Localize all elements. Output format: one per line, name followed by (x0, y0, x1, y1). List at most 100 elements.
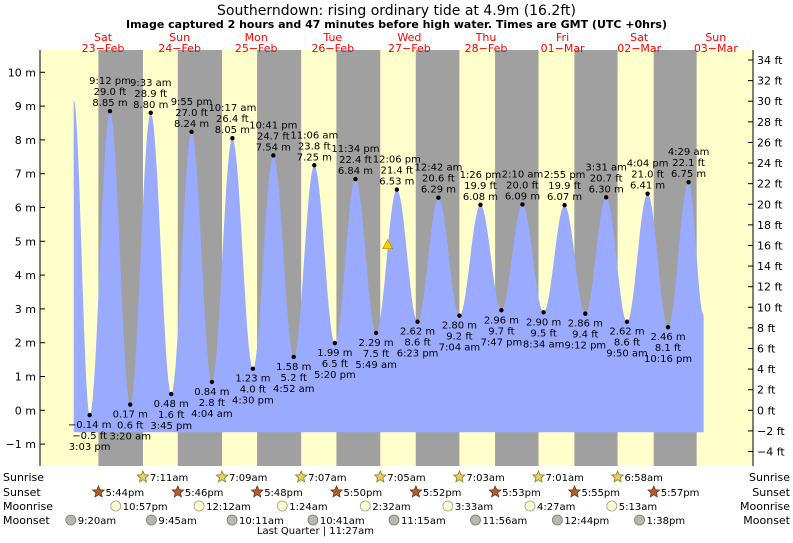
y-tick-label-ft: 30 ft (757, 95, 783, 108)
tide-feet: 1.6 ft (158, 410, 184, 421)
tide-feet: 26.4 ft (216, 114, 249, 125)
moonrise-time: 3:33am (455, 502, 493, 513)
day-date: 26−Feb (311, 42, 354, 55)
sunrise-icon (452, 469, 467, 483)
moonset-time: 10:41am (320, 516, 365, 527)
moonset-row-label-right: Moonset (743, 514, 790, 527)
day-date: 23−Feb (82, 42, 125, 55)
tide-point (665, 324, 671, 330)
tide-time: 9:33 am (130, 78, 172, 89)
day-name: Sun (705, 31, 726, 44)
day-name: Sat (630, 31, 649, 44)
day-date: 03−Mar (694, 42, 738, 55)
tide-time: 1:26 pm (460, 170, 502, 181)
tide-metres: 6.41 m (630, 181, 665, 192)
sunset-icon (488, 484, 502, 498)
y-tick-label-ft: 6 ft (757, 342, 776, 355)
sunrise-time: 7:05am (387, 473, 425, 484)
tide-feet: 6.5 ft (322, 359, 348, 370)
y-tick-label-m: 9 m (15, 100, 36, 113)
moonset-time: 9:20am (78, 516, 116, 527)
day-date: 27−Feb (388, 42, 431, 55)
sunrise-icon (373, 469, 388, 483)
tide-metres: 6.29 m (421, 185, 456, 196)
tide-feet: 23.8 ft (298, 141, 331, 152)
tide-time: 3:45 pm (150, 421, 192, 432)
y-tick-label-m: 8 m (15, 134, 36, 147)
y-tick-label-ft: 32 ft (757, 75, 783, 88)
tide-time: 11:06 am (290, 130, 338, 141)
day-name: Fri (556, 31, 569, 44)
tide-metres: 1.58 m (276, 362, 311, 373)
moonrise-icon (276, 500, 288, 512)
tide-time: 12:42 am (414, 163, 462, 174)
sunset-time: 5:48pm (264, 488, 303, 499)
tide-time: 10:41 pm (249, 120, 297, 131)
tide-metres: 8.80 m (133, 100, 168, 111)
day-name: Tue (322, 31, 342, 44)
y-tick-label-ft: 10 ft (757, 301, 783, 314)
tide-time: 10:17 am (208, 103, 256, 114)
tide-point (394, 187, 400, 192)
tide-point (148, 110, 153, 116)
y-tick-label-ft: 4 ft (757, 363, 776, 376)
tide-point (230, 136, 235, 141)
tide-feet: 4.0 ft (240, 385, 266, 396)
tide-time: 8:34 am (523, 339, 565, 350)
tide-feet: 27.0 ft (175, 108, 208, 119)
tide-metres: 1.23 m (235, 374, 270, 385)
y-tick-label-m: 10 m (8, 66, 36, 79)
tide-metres: −0.14 m (68, 420, 112, 431)
tide-area (73, 99, 704, 433)
moonrise-icon (359, 500, 371, 512)
tide-point (583, 311, 588, 316)
moonset-icon (634, 514, 645, 526)
moonset-row-label-left: Moonset (3, 514, 50, 527)
tide-metres: 6.84 m (338, 166, 373, 177)
tide-feet: 5.2 ft (281, 373, 307, 384)
tide-time: 5:20 pm (314, 370, 356, 381)
y-tick-label-ft: 8 ft (757, 322, 776, 335)
y-tick-label-m: 7 m (15, 168, 36, 181)
day-date: 28−Feb (465, 42, 508, 55)
axes: −1 m 0 m 1 m 2 m 3 m 4 m 5 m 6 m 7 m 8 m 9 m 10 m −4… (6, 50, 785, 466)
astro-rows: Sunrise Sunrise 7:11am 7:09am 7:07am 7:05am 7:… (3, 469, 791, 537)
moonset-time: 11:15am (401, 516, 446, 527)
moonset-time: 11:56am (483, 516, 528, 527)
tide-feet: 9.4 ft (572, 330, 598, 341)
tide-point (332, 340, 338, 346)
sunset-row-label-left: Sunset (3, 486, 41, 499)
tide-metres: 7.54 m (256, 142, 291, 153)
tide-time: 3:20 am (109, 432, 151, 443)
sunset-icon (567, 484, 582, 498)
tide-point (209, 379, 215, 385)
sunrise-icon (294, 469, 308, 483)
tide-time: 3:03 pm (69, 442, 111, 453)
moonrise-time: 1:24am (289, 502, 327, 513)
tide-time: 3:31 am (585, 162, 627, 173)
tide-point (562, 202, 567, 208)
day-name: Wed (397, 31, 421, 44)
tide-point (436, 195, 441, 200)
y-tick-label-m: 0 m (15, 404, 36, 417)
tide-time: 2:55 pm (544, 170, 586, 181)
tide-metres: 7.25 m (297, 152, 332, 163)
tide-feet: 22.1 ft (672, 158, 705, 169)
tide-metres: 8.05 m (215, 125, 250, 136)
day-name: Sat (94, 31, 113, 44)
moonrise-time: 5:13am (619, 502, 657, 513)
day-date: 01−Mar (541, 42, 585, 55)
tide-point (478, 202, 483, 207)
sunset-time: 5:55pm (581, 488, 620, 499)
tide-time: 9:55 pm (171, 97, 213, 108)
y-tick-label-m: 5 m (15, 235, 36, 248)
sunset-time: 5:46pm (185, 488, 224, 499)
sunrise-time: 6:58am (625, 473, 663, 484)
tide-feet: 8.1 ft (655, 343, 681, 354)
sunrise-icon (215, 469, 229, 483)
tide-time: 11:34 pm (331, 144, 379, 155)
sunset-icon (91, 484, 106, 498)
moonrise-time: 10:57pm (123, 502, 168, 513)
tide-point (645, 191, 650, 196)
